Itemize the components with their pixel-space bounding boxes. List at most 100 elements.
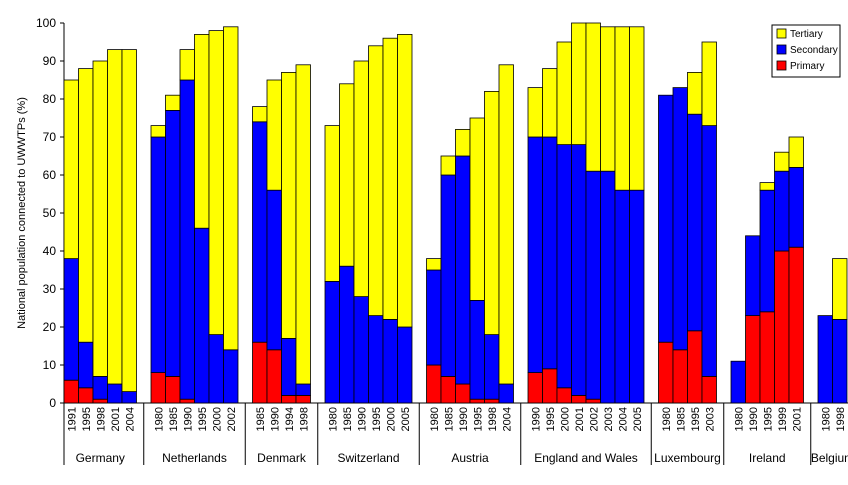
bar-segment-secondary (701, 125, 717, 377)
x-tick-label-year: 1990 (269, 407, 281, 431)
y-tick-label: 40 (43, 244, 57, 258)
x-tick-label-year: 1995 (690, 407, 702, 431)
bar-segment-secondary (63, 258, 79, 381)
legend-label-tertiary: Tertiary (790, 29, 823, 40)
bar-segment-primary (745, 315, 761, 404)
bar-segment-secondary (600, 170, 616, 404)
x-group-label: Belgium (811, 451, 848, 465)
bar-segment-tertiary (121, 49, 137, 392)
bar-segment-tertiary (542, 68, 558, 138)
bar-segment-tertiary (701, 41, 717, 126)
bar-segment-primary (150, 372, 166, 404)
bar-segment-primary (658, 341, 674, 404)
bar-segment-primary (527, 372, 543, 404)
y-tick-label: 0 (49, 396, 56, 410)
bar-segment-tertiary (556, 41, 572, 145)
x-tick-label-year: 1990 (530, 407, 542, 431)
y-tick-label: 80 (43, 92, 57, 106)
bar-segment-secondary (745, 235, 761, 317)
bar-segment-tertiary (629, 26, 645, 191)
x-group-label: England and Wales (534, 451, 638, 465)
bar-segment-primary (440, 375, 456, 404)
x-tick-label-year: 1990 (182, 407, 194, 431)
legend-swatch-secondary (776, 44, 787, 55)
x-tick-label-year: 1980 (153, 407, 165, 431)
x-group-label: Germany (76, 451, 125, 465)
x-tick-label-year: 2000 (559, 407, 571, 431)
legend-label-secondary: Secondary (790, 45, 838, 56)
y-tick-label: 20 (43, 320, 57, 334)
bar-segment-primary (63, 379, 79, 404)
bar-segment-tertiary (295, 64, 311, 385)
bar-segment-secondary (542, 136, 558, 370)
y-tick-label: 70 (43, 130, 57, 144)
bar-segment-secondary (672, 87, 688, 351)
bar-segment-tertiary (585, 22, 601, 172)
x-tick-label-year: 2001 (110, 407, 122, 431)
bar-segment-primary (571, 394, 587, 404)
bar-segment-tertiary (194, 34, 210, 229)
x-tick-label-year: 1990 (458, 407, 470, 431)
bar-segment-tertiary (179, 49, 195, 81)
x-tick-label-year: 1995 (762, 407, 774, 431)
bar-segment-primary (556, 387, 572, 404)
bar-segment-tertiary (165, 94, 181, 111)
x-tick-label-year: 1985 (342, 407, 354, 431)
bar-segment-tertiary (527, 87, 543, 138)
bar-segment-primary (672, 349, 688, 404)
bar-segment-tertiary (774, 151, 790, 172)
bar-segment-primary (759, 311, 775, 404)
legend-swatch-tertiary (776, 28, 787, 39)
bar-segment-tertiary (788, 136, 804, 168)
bar-segment-primary (92, 398, 108, 404)
bar-segment-tertiary (63, 79, 79, 260)
bar-segment-tertiary (150, 125, 166, 138)
y-tick-label: 60 (43, 168, 57, 182)
x-tick-label-year: 1998 (298, 407, 310, 431)
bar-segment-tertiary (498, 64, 514, 385)
x-tick-label-year: 1980 (661, 407, 673, 431)
y-axis-title: National population connected to UWWTPs … (16, 97, 28, 329)
bar-segment-primary (469, 398, 485, 404)
x-tick-label-year: 1980 (327, 407, 339, 431)
bar-segment-secondary (368, 315, 384, 404)
bar-segment-tertiary (759, 182, 775, 191)
x-tick-label-year: 1990 (748, 407, 760, 431)
bar-segment-secondary (527, 136, 543, 374)
bar-segment-secondary (397, 326, 413, 404)
bar-segment-tertiary (368, 45, 384, 316)
bar-segment-secondary (759, 189, 775, 313)
bar-segment-tertiary (426, 258, 442, 271)
bar-segment-secondary (266, 189, 282, 351)
bar-segment-secondary (324, 280, 340, 404)
bar-segment-tertiary (382, 37, 398, 320)
x-tick-label-year: 2000 (211, 407, 223, 431)
y-tick-label: 100 (36, 16, 56, 30)
bar-segment-tertiary (208, 30, 224, 336)
bar-segment-primary (426, 364, 442, 404)
x-tick-label-year: 1980 (429, 407, 441, 431)
bar-segment-tertiary (223, 26, 239, 351)
bar-segment-secondary (440, 174, 456, 377)
bar-segment-secondary (223, 349, 239, 404)
x-tick-label-year: 1995 (197, 407, 209, 431)
x-tick-label-year: 1985 (168, 407, 180, 431)
x-tick-label-year: 1998 (95, 407, 107, 431)
x-tick-label-year: 1995 (81, 407, 93, 431)
bar-segment-tertiary (78, 68, 94, 343)
bar-segment-primary (78, 387, 94, 404)
x-tick-label-year: 1994 (284, 407, 296, 431)
bar-segment-tertiary (281, 72, 297, 339)
bar-segment-primary (542, 368, 558, 404)
x-tick-label-year: 2000 (385, 407, 397, 431)
bar-segment-secondary (455, 155, 471, 385)
x-tick-label-year: 2003 (704, 407, 716, 431)
bar-segment-primary (281, 394, 297, 404)
bar-segment-secondary (788, 166, 804, 248)
bar-segment-secondary (571, 144, 587, 396)
x-group-label: Luxembourg (654, 451, 721, 465)
bar-segment-secondary (556, 144, 572, 389)
x-tick-label-year: 2004 (617, 407, 629, 431)
legend-swatch-primary (776, 60, 787, 71)
bar-segment-secondary (165, 110, 181, 377)
